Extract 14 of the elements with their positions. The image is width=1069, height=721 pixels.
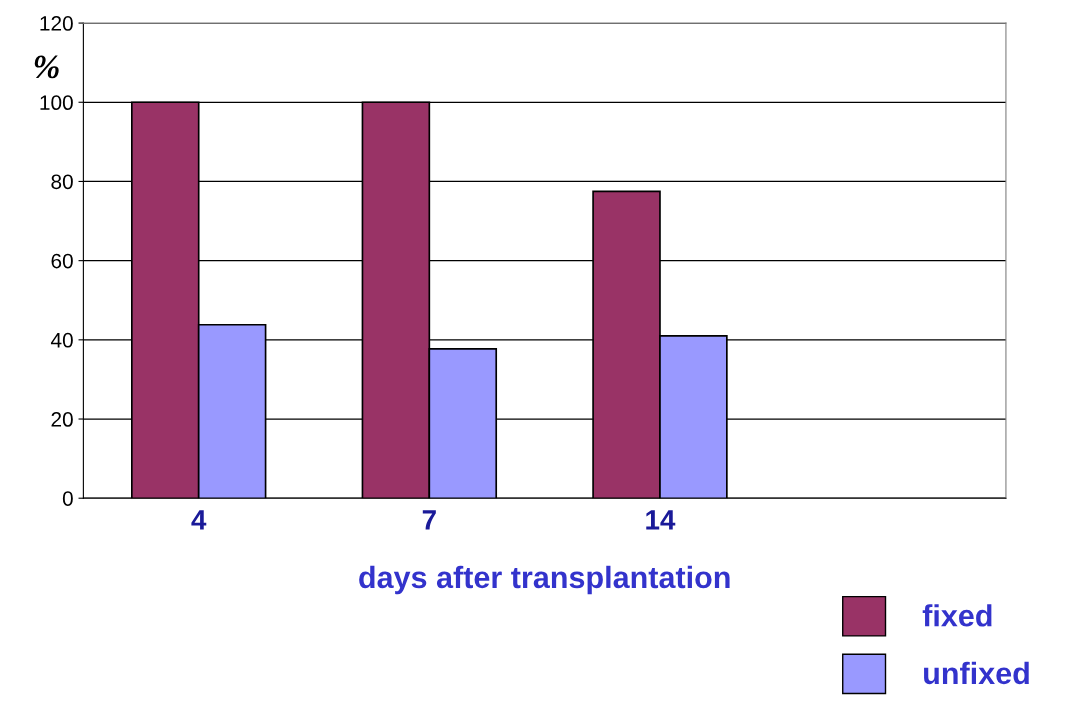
x-tick-label: 14 [646, 510, 676, 530]
legend-label: fixed [922, 604, 992, 627]
y-tick-label: 80 [51, 174, 73, 190]
y-tick-label: 20 [51, 412, 73, 427]
x-tick-label: 7 [422, 510, 436, 530]
y-axis-title: % [34, 55, 59, 79]
x-tick-label: 4 [191, 510, 207, 530]
y-tick-label: 60 [51, 253, 73, 269]
x-axis-title: days after transplantation [359, 565, 730, 595]
y-tick-label: 100 [40, 95, 73, 111]
y-tick-label: 0 [62, 491, 73, 506]
y-tick-label: 40 [50, 332, 73, 348]
legend-label: unfixed [924, 661, 1029, 685]
y-tick-label: 120 [40, 16, 73, 31]
